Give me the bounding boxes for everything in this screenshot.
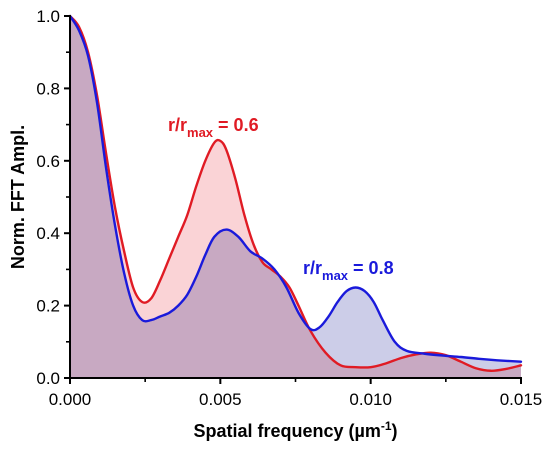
x-tick-label: 0.010 xyxy=(349,390,392,409)
y-axis-title: Norm. FFT Ampl. xyxy=(8,125,28,269)
y-tick-label: 0.0 xyxy=(36,369,60,388)
series-label-post: = 0.8 xyxy=(348,258,394,278)
y-tick-label: 0.4 xyxy=(36,224,60,243)
ticks: 0.000 0.005 0.010 0.015 0.0 0.2 0.4 0.6 0.8 1.0 xyxy=(36,7,542,409)
series-label-pre: r/r xyxy=(303,258,322,278)
y-tick-label: 1.0 xyxy=(36,7,60,26)
series-label-0-6: r/rmax = 0.6 xyxy=(168,115,259,140)
series-label-sub: max xyxy=(187,125,214,140)
series-label-pre: r/r xyxy=(168,115,187,135)
y-tick-label: 0.6 xyxy=(36,152,60,171)
series-line-0-6 xyxy=(68,14,523,372)
series-fills xyxy=(70,16,521,378)
series-label-sub: max xyxy=(322,268,349,283)
series-lines xyxy=(68,14,523,372)
y-tick-label: 0.2 xyxy=(36,297,60,316)
area-fill-0-6 xyxy=(70,16,521,378)
x-axis-title: Spatial frequency (µm-1) xyxy=(193,419,397,441)
x-axis-title-main: Spatial frequency (µm xyxy=(193,421,380,441)
x-tick-label: 0.015 xyxy=(500,390,543,409)
y-tick-label: 0.8 xyxy=(36,79,60,98)
series-label-post: = 0.6 xyxy=(213,115,259,135)
x-axis-title-sup: -1 xyxy=(381,419,392,433)
annotations: Spatial frequency (µm-1) Norm. FFT Ampl. r… xyxy=(8,115,398,441)
x-tick-label: 0.005 xyxy=(199,390,242,409)
x-axis-title-close: ) xyxy=(392,421,398,441)
area-fill-0-8 xyxy=(70,16,521,378)
series-label-0-8: r/rmax = 0.8 xyxy=(303,258,394,283)
series-line-0-8 xyxy=(68,14,523,363)
x-tick-label: 0.000 xyxy=(49,390,92,409)
